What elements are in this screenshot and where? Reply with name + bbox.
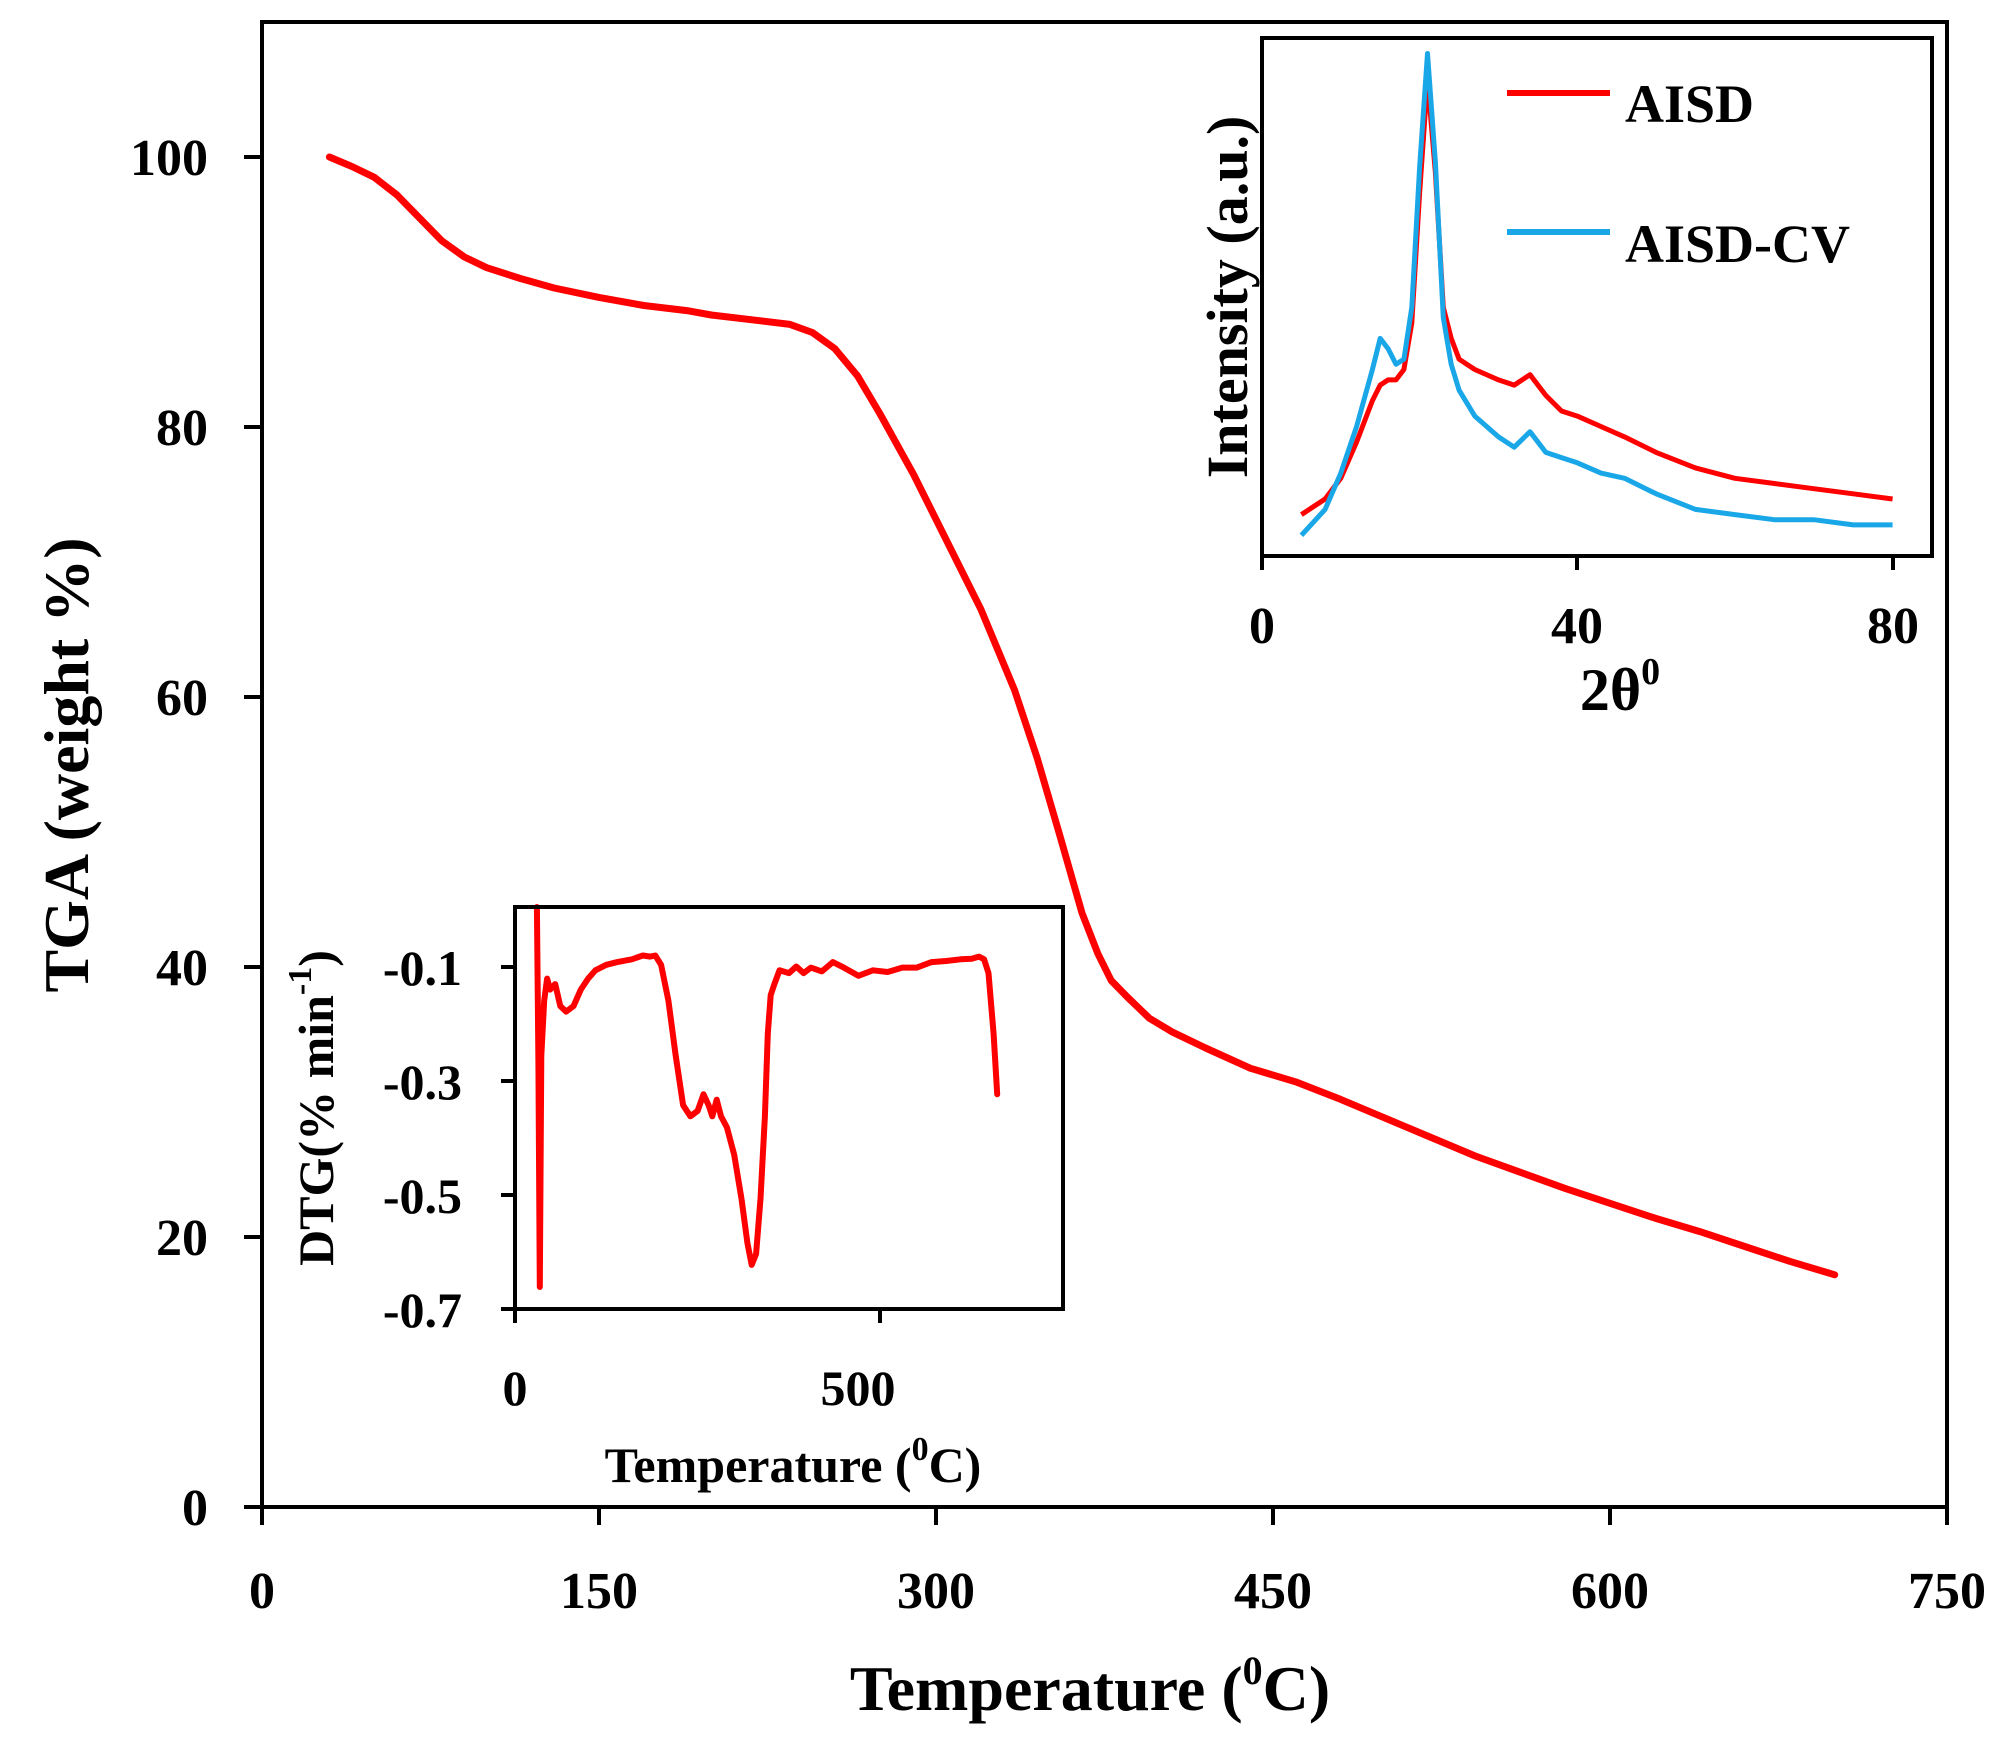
dtg-inset-frame: [513, 905, 1065, 1311]
xrd-x-tick-label: 40: [1551, 598, 1603, 655]
xrd-inset-background: [1262, 38, 1932, 556]
main-x-title-end: C): [1263, 1653, 1331, 1724]
xrd-inset-frame: [1260, 36, 1934, 558]
xrd-x-axis-title: 2θ0: [1580, 651, 1660, 723]
main-y-tick-label: 60: [156, 670, 208, 727]
main-x-tick-label: 750: [1908, 1563, 1986, 1620]
main-x-axis-title: Temperature (0C): [850, 1648, 1330, 1724]
main-y-tick-label: 40: [156, 940, 208, 997]
main-y-tick-label: 100: [130, 130, 208, 187]
xrd-aisd-line: [1300, 76, 1893, 517]
dtg-x-title-text: Temperature (: [605, 1437, 912, 1493]
main-plot: 0 150 300 450 600 750 0 20 40 60 80 100 …: [31, 20, 1986, 1724]
xrd-inset: 0 40 80 2θ0 Intensity (a.u.) AISD AISD-C…: [1195, 36, 1934, 723]
main-x-tick-label: 600: [1571, 1563, 1649, 1620]
dtg-x-title-end: C): [929, 1437, 982, 1493]
dtg-y-tick-label: -0.5: [383, 1168, 462, 1224]
dtg-y-title-text: DTG(% min: [288, 995, 344, 1266]
dtg-x-tick-label: 500: [821, 1360, 896, 1416]
dtg-x-tick-label: 0: [503, 1360, 528, 1416]
xrd-x-tick-label: 0: [1249, 598, 1275, 655]
main-y-axis: 0 20 40 60 80 100: [130, 130, 262, 1537]
dtg-x-title-sup: 0: [912, 1431, 929, 1468]
xrd-x-title-sup: 0: [1641, 651, 1660, 693]
xrd-legend: AISD AISD-CV: [1507, 74, 1850, 274]
dtg-x-axis-title: Temperature (0C): [605, 1431, 982, 1493]
xrd-aisd-cv-line: [1299, 51, 1893, 537]
legend-label-aisd-cv: AISD-CV: [1625, 214, 1850, 274]
main-y-tick-label: 80: [156, 400, 208, 457]
xrd-y-axis-title: Intensity (a.u.): [1195, 116, 1260, 479]
xrd-x-tick-label: 80: [1867, 598, 1919, 655]
main-x-axis: 0 150 300 450 600 750: [249, 1507, 1986, 1620]
legend-label-aisd: AISD: [1625, 74, 1754, 134]
dtg-inset: -0.1 -0.3 -0.5 -0.7 0 500 Temperature (0…: [282, 904, 1065, 1493]
main-x-title-text: Temperature (: [850, 1653, 1243, 1724]
main-x-tick-label: 150: [560, 1563, 638, 1620]
main-x-tick-label: 450: [1234, 1563, 1312, 1620]
main-x-tick-label: 300: [897, 1563, 975, 1620]
xrd-x-title-text: 2θ: [1580, 657, 1641, 723]
main-x-title-sup: 0: [1243, 1648, 1263, 1693]
main-y-tick-label: 20: [156, 1210, 208, 1267]
dtg-series-line: [533, 904, 1001, 1290]
dtg-y-axis-title: DTG(% min-1): [282, 950, 344, 1266]
main-plot-frame: [260, 20, 1949, 1509]
main-y-tick-label: 0: [182, 1480, 208, 1537]
dtg-y-tick-label: -0.1: [383, 940, 462, 996]
tga-series-line: [325, 153, 1839, 1279]
main-x-tick-label: 0: [249, 1563, 275, 1620]
dtg-y-title-end: ): [288, 950, 344, 967]
dtg-y-tick-label: -0.3: [383, 1054, 462, 1110]
main-y-axis-title: TGA (weight %): [31, 537, 102, 992]
dtg-y-tick-label: -0.7: [383, 1282, 462, 1338]
dtg-y-title-sup: -1: [282, 967, 319, 995]
